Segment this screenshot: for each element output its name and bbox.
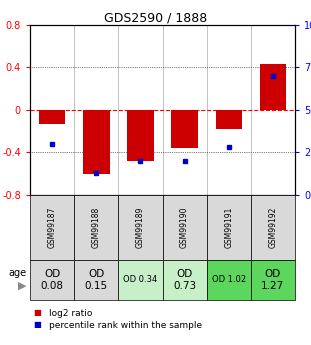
Bar [216, 110, 242, 129]
Bar [127, 110, 154, 161]
Text: GSM99192: GSM99192 [268, 207, 277, 248]
Text: GSM99191: GSM99191 [224, 207, 233, 248]
Bar [83, 110, 109, 174]
Text: ■: ■ [33, 308, 41, 317]
Text: percentile rank within the sample: percentile rank within the sample [49, 321, 202, 329]
Text: GSM99190: GSM99190 [180, 207, 189, 248]
Text: ▶: ▶ [18, 280, 27, 290]
Text: GDS2590 / 1888: GDS2590 / 1888 [104, 11, 207, 24]
Text: OD 0.34: OD 0.34 [123, 276, 158, 285]
Bar [39, 110, 65, 124]
Text: log2 ratio: log2 ratio [49, 308, 92, 317]
Bar [171, 110, 198, 148]
Text: OD
0.15: OD 0.15 [85, 269, 108, 291]
Text: GSM99188: GSM99188 [92, 207, 101, 248]
Text: OD 1.02: OD 1.02 [212, 276, 246, 285]
Text: OD
0.08: OD 0.08 [40, 269, 63, 291]
Text: age: age [9, 268, 27, 278]
Text: OD
0.73: OD 0.73 [173, 269, 196, 291]
Bar [260, 64, 286, 110]
Text: GSM99187: GSM99187 [48, 207, 57, 248]
Text: GSM99189: GSM99189 [136, 207, 145, 248]
Text: OD
1.27: OD 1.27 [261, 269, 285, 291]
Text: ■: ■ [33, 321, 41, 329]
